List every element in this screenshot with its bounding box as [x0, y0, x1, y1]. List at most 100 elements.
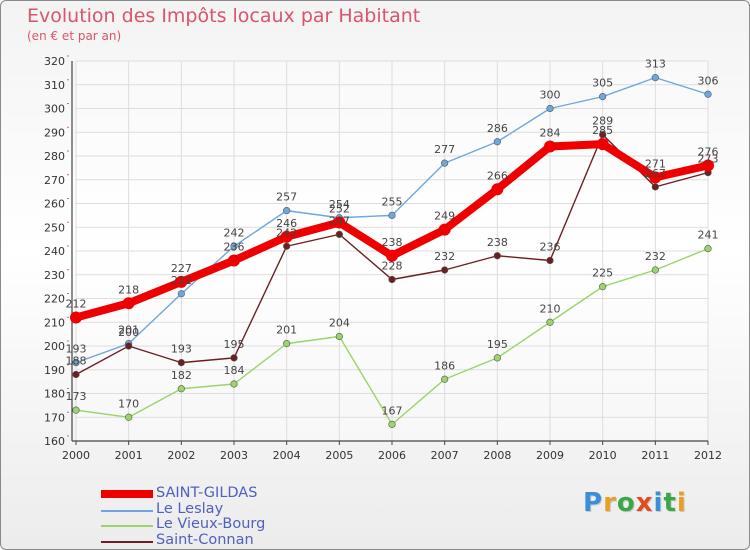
x-tick-label: 2009	[536, 449, 564, 462]
data-label-saint-gildas: 227	[171, 262, 192, 275]
x-tick-label: 2004	[273, 449, 301, 462]
data-label-saint-gildas: 212	[66, 298, 87, 311]
legend-label-le-vieux-bourg: Le Vieux-Bourg	[156, 516, 266, 532]
data-label-saint-gildas: 252	[329, 203, 350, 216]
data-label-saint-gildas: 246	[276, 217, 297, 230]
data-label-le-leslay: 313	[645, 58, 666, 71]
data-label-le-vieux-bourg: 204	[329, 317, 350, 330]
x-tick-label: 2012	[694, 449, 722, 462]
data-point-le-leslay	[599, 93, 607, 101]
data-point-le-vieux-bourg	[441, 375, 449, 383]
brand-letter: i	[676, 488, 687, 518]
brand-letter: r	[603, 488, 617, 518]
y-tick-label: 210	[44, 316, 65, 329]
data-label-saint-gildas: 266	[487, 169, 508, 182]
data-label-le-vieux-bourg: 201	[276, 324, 297, 337]
legend-swatch-saint-gildas	[101, 490, 153, 498]
y-tick-label: 160	[44, 435, 65, 448]
x-tick-label: 2003	[220, 449, 248, 462]
data-point-le-vieux-bourg	[72, 406, 80, 414]
x-tick-label: 2011	[641, 449, 669, 462]
data-label-le-leslay: 254	[329, 198, 350, 211]
brand-letter: x	[635, 488, 654, 518]
y-tick-label: 180	[44, 388, 65, 401]
proxiti-logo: Proxiti	[583, 488, 687, 518]
data-label-le-vieux-bourg: 170	[118, 397, 139, 410]
data-point-le-leslay	[72, 359, 80, 367]
data-point-saint-connan	[388, 275, 396, 284]
data-point-saint-gildas	[702, 159, 714, 172]
legend-swatch-le-vieux-bourg	[101, 525, 153, 527]
data-point-le-vieux-bourg	[704, 245, 712, 253]
data-point-saint-connan	[493, 252, 501, 260]
data-point-saint-connan	[335, 230, 343, 238]
data-point-saint-gildas	[175, 275, 188, 288]
legend-label-saint-connan: Saint-Connan	[156, 531, 254, 548]
data-label-saint-connan: 247	[329, 214, 350, 227]
data-point-le-vieux-bourg	[283, 340, 291, 348]
data-label-saint-connan: 200	[118, 326, 139, 339]
brand-letter: o	[616, 488, 636, 518]
data-point-saint-gildas	[70, 311, 82, 324]
data-label-le-leslay: 286	[487, 122, 508, 135]
x-tick-label: 2007	[431, 449, 459, 462]
y-tick-label: 190	[44, 364, 65, 377]
data-point-le-vieux-bourg	[125, 413, 133, 421]
data-point-le-vieux-bourg	[599, 283, 607, 291]
data-point-saint-connan	[651, 183, 659, 191]
data-point-saint-gildas	[649, 171, 662, 184]
data-label-saint-gildas: 238	[382, 236, 403, 249]
data-point-saint-gildas	[333, 216, 346, 229]
data-label-saint-connan: 242	[276, 226, 297, 239]
data-label-le-vieux-bourg: 241	[698, 229, 719, 242]
data-label-le-vieux-bourg: 210	[540, 302, 561, 315]
legend-label-le-leslay: Le Leslay	[156, 500, 224, 517]
y-tick-label: 290	[44, 126, 65, 139]
y-tick-label: 260	[44, 198, 65, 211]
data-label-saint-gildas: 285	[592, 124, 613, 137]
data-label-le-leslay: 277	[434, 143, 455, 156]
data-label-le-leslay: 305	[592, 77, 613, 90]
y-tick-label: 240	[44, 245, 65, 258]
data-point-le-leslay	[388, 211, 396, 219]
data-label-le-leslay: 193	[66, 343, 87, 356]
data-point-le-leslay	[704, 90, 712, 98]
chart-title: Evolution des Impôts locaux par Habitant	[27, 5, 421, 27]
x-tick-label: 2005	[325, 449, 353, 462]
chart-subtitle: (en € et par an)	[27, 29, 122, 43]
data-label-le-vieux-bourg: 173	[66, 390, 87, 403]
data-point-saint-gildas	[596, 138, 609, 151]
data-label-saint-gildas: 271	[645, 157, 666, 170]
data-point-le-leslay	[441, 159, 449, 167]
data-point-le-leslay	[546, 104, 554, 113]
y-tick-label: 280	[44, 150, 65, 163]
data-point-saint-gildas	[228, 254, 240, 267]
brand-letter: i	[653, 488, 664, 518]
data-label-le-vieux-bourg: 167	[382, 404, 403, 417]
data-point-saint-connan	[230, 354, 238, 362]
x-tick-label: 2008	[483, 449, 511, 462]
legend-swatch-saint-connan	[101, 540, 153, 543]
data-label-saint-gildas: 236	[224, 241, 245, 254]
data-point-le-vieux-bourg	[335, 332, 343, 341]
data-label-saint-connan: 238	[487, 236, 508, 249]
data-label-saint-connan: 273	[698, 153, 719, 166]
data-label-saint-gildas: 249	[434, 210, 455, 223]
data-point-le-leslay	[651, 74, 659, 82]
data-point-saint-connan	[72, 370, 80, 379]
data-point-le-leslay	[283, 207, 291, 215]
data-point-le-vieux-bourg	[230, 380, 238, 388]
data-label-le-leslay: 242	[224, 226, 245, 239]
data-label-le-leslay: 257	[276, 191, 297, 204]
data-label-le-leslay: 222	[171, 274, 192, 287]
data-point-le-vieux-bourg	[388, 420, 396, 428]
brand-letter: t	[663, 488, 677, 518]
x-tick-label: 2001	[115, 449, 143, 462]
data-point-saint-gildas	[544, 140, 556, 153]
data-label-le-vieux-bourg: 182	[171, 369, 192, 382]
data-point-le-leslay	[230, 242, 238, 250]
data-label-saint-connan: 236	[540, 241, 561, 254]
data-point-saint-connan	[125, 342, 133, 350]
data-point-saint-gildas	[280, 230, 293, 243]
